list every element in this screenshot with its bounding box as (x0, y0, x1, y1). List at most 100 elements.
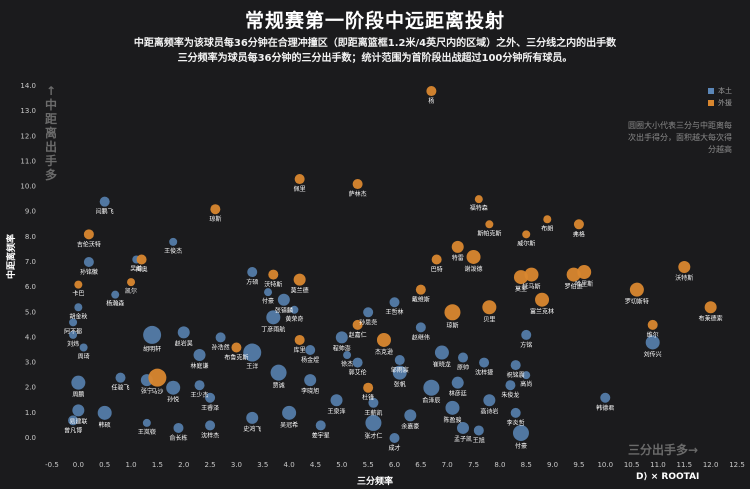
point-foreign[interactable] (231, 342, 242, 353)
point-local[interactable] (479, 357, 490, 368)
point-foreign[interactable] (444, 304, 461, 321)
point-local[interactable] (243, 343, 262, 362)
point-local[interactable] (510, 360, 521, 371)
point-local[interactable] (394, 355, 405, 366)
point-local[interactable] (368, 397, 379, 408)
point-local[interactable] (415, 322, 426, 333)
point-local[interactable] (392, 365, 407, 380)
point-foreign[interactable] (294, 334, 305, 345)
point-local[interactable] (215, 332, 226, 343)
point-foreign[interactable] (522, 230, 531, 239)
point-local[interactable] (510, 407, 521, 418)
point-local[interactable] (363, 307, 374, 318)
point-foreign[interactable] (352, 179, 363, 190)
point-local[interactable] (304, 374, 317, 387)
point-local[interactable] (266, 310, 281, 325)
point-local[interactable] (111, 290, 120, 299)
point-local[interactable] (72, 404, 85, 417)
point-local[interactable] (205, 420, 216, 431)
point-foreign[interactable] (535, 292, 550, 307)
point-foreign[interactable] (647, 319, 658, 330)
point-local[interactable] (521, 329, 532, 340)
point-foreign[interactable] (431, 254, 442, 265)
point-local[interactable] (69, 330, 78, 339)
point-foreign[interactable] (577, 265, 592, 280)
point-local[interactable] (97, 405, 112, 420)
point-local[interactable] (205, 392, 216, 403)
point-foreign[interactable] (566, 267, 581, 282)
point-foreign[interactable] (136, 254, 147, 265)
point-local[interactable] (330, 394, 343, 407)
point-local[interactable] (483, 394, 496, 407)
point-foreign[interactable] (363, 382, 374, 393)
point-foreign[interactable] (573, 219, 584, 230)
point-local[interactable] (277, 293, 290, 306)
point-local[interactable] (264, 288, 273, 297)
point-local[interactable] (457, 421, 469, 434)
point-foreign[interactable] (704, 301, 717, 314)
point-foreign[interactable] (376, 332, 391, 347)
point-local[interactable] (522, 371, 531, 380)
point-local[interactable] (142, 418, 151, 427)
point-local[interactable] (246, 411, 259, 424)
point-local[interactable] (389, 433, 400, 443)
point-foreign[interactable] (127, 278, 136, 287)
point-local[interactable] (79, 343, 88, 352)
point-local[interactable] (282, 405, 297, 420)
point-foreign[interactable] (148, 368, 167, 387)
point-foreign[interactable] (678, 261, 691, 274)
point-local[interactable] (600, 392, 611, 403)
point-local[interactable] (290, 305, 299, 314)
point-foreign[interactable] (482, 300, 497, 315)
point-local[interactable] (451, 376, 464, 389)
point-local[interactable] (69, 318, 78, 327)
point-foreign[interactable] (485, 220, 494, 229)
point-local[interactable] (270, 364, 287, 381)
point-local[interactable] (71, 375, 86, 390)
point-foreign[interactable] (74, 280, 83, 289)
point-local[interactable] (389, 297, 400, 308)
point-local[interactable] (74, 303, 83, 312)
point-foreign[interactable] (474, 195, 483, 204)
point-local[interactable] (247, 267, 258, 278)
point-local[interactable] (335, 331, 348, 344)
point-foreign[interactable] (294, 174, 305, 185)
point-foreign[interactable] (210, 204, 221, 215)
point-local[interactable] (315, 420, 326, 431)
point-local[interactable] (404, 409, 417, 422)
point-local[interactable] (68, 415, 79, 426)
point-local[interactable] (177, 326, 190, 339)
point-local[interactable] (83, 257, 94, 267)
point-local[interactable] (115, 372, 126, 383)
point-local[interactable] (343, 351, 352, 360)
point-local[interactable] (423, 379, 440, 396)
point-local[interactable] (645, 335, 660, 350)
point-local[interactable] (473, 425, 484, 436)
point-local[interactable] (365, 414, 382, 431)
point-local[interactable] (169, 237, 178, 246)
point-foreign[interactable] (629, 282, 644, 297)
point-local[interactable] (143, 325, 162, 344)
point-foreign[interactable] (268, 269, 279, 280)
point-local[interactable] (193, 349, 206, 362)
point-local[interactable] (512, 424, 529, 441)
point-foreign[interactable] (293, 273, 306, 286)
point-local[interactable] (173, 422, 184, 433)
point-local[interactable] (505, 380, 516, 391)
point-local[interactable] (458, 352, 468, 363)
point-local[interactable] (194, 380, 205, 391)
point-foreign[interactable] (415, 284, 426, 295)
point-local[interactable] (166, 380, 181, 395)
point-foreign[interactable] (426, 86, 437, 97)
point-foreign[interactable] (83, 229, 94, 240)
point-local[interactable] (434, 345, 449, 360)
point-foreign[interactable] (524, 267, 539, 282)
point-local[interactable] (99, 196, 110, 207)
point-local[interactable] (445, 400, 460, 415)
point-foreign[interactable] (451, 240, 464, 253)
point-foreign[interactable] (543, 215, 552, 224)
point-foreign[interactable] (352, 319, 363, 330)
point-foreign[interactable] (466, 249, 481, 264)
point-foreign[interactable] (513, 270, 528, 285)
point-local[interactable] (305, 345, 316, 355)
